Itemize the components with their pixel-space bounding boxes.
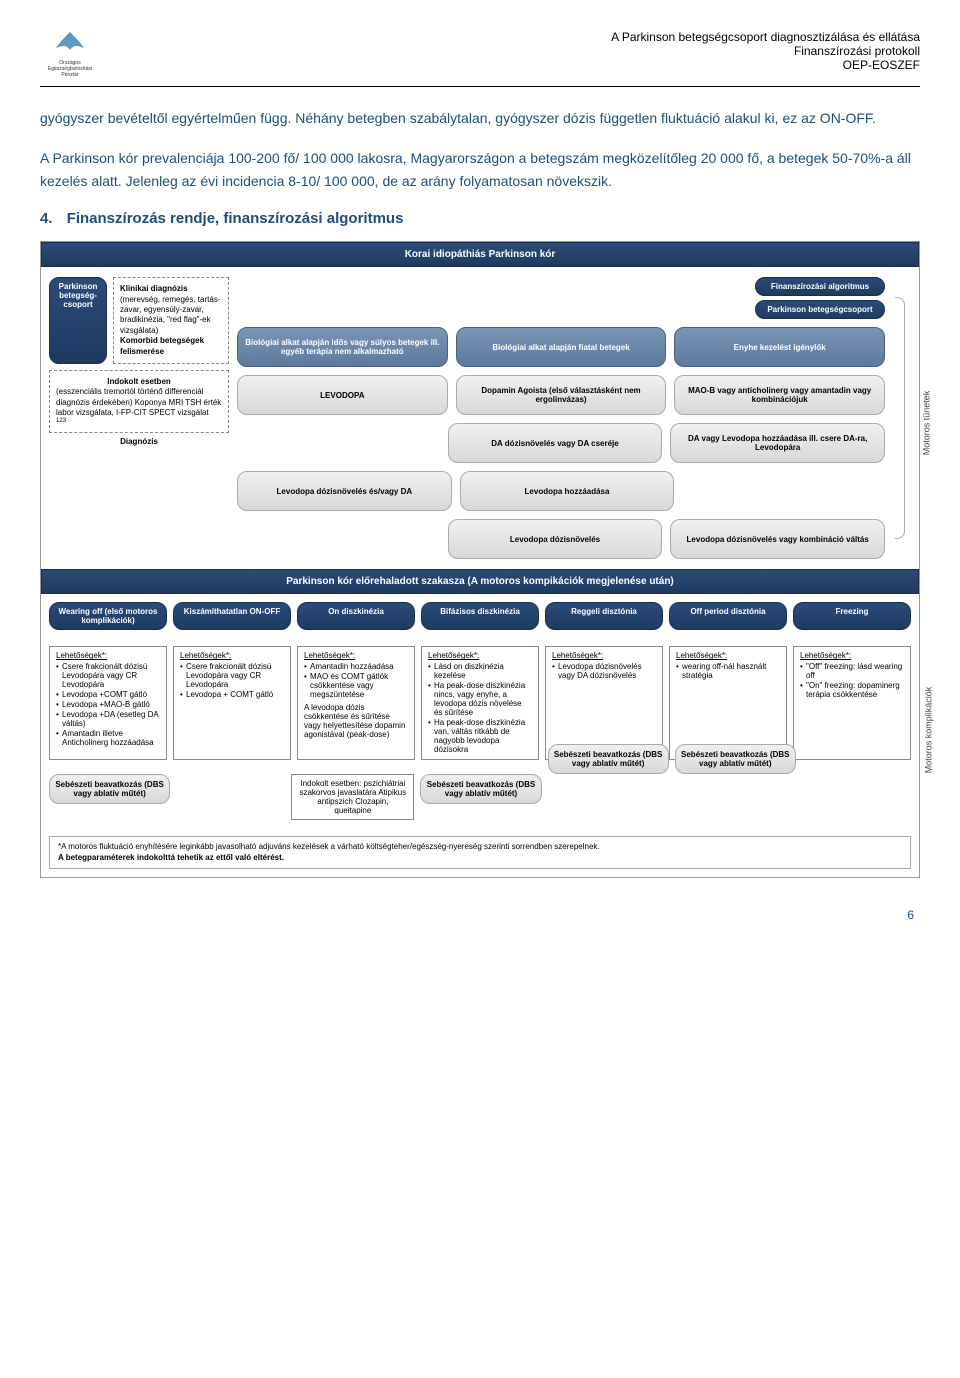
opt3-extra: A levodopa dózis csökkentése és sűrítése… xyxy=(304,703,408,739)
branch-young: Biológiai alkat alapján fiatal betegek xyxy=(456,327,667,367)
list-item: Amantadin hozzáadása xyxy=(304,662,408,671)
list-item: Lásd on diszkinézia kezelése xyxy=(428,662,532,680)
branch-mild: Enyhe kezelést igénylők xyxy=(674,327,885,367)
list-item: Csere frakcionált dózisú Levodopára vagy… xyxy=(180,662,284,689)
maob-combo: MAO-B vagy anticholinerg vagy amantadin … xyxy=(674,375,885,415)
diag2-title: Indokolt esetben xyxy=(56,377,222,387)
sym-off-period: Off period disztónia xyxy=(669,602,787,630)
opt-box-5: Lehetőségek*: Levodopa dózisnövelés vagy… xyxy=(545,646,663,760)
list-item: wearing off-nál használt stratégia xyxy=(676,662,780,680)
section-title-text: Finanszírozás rendje, finanszírozási alg… xyxy=(67,210,404,227)
surgery-2: Sebészeti beavatkozás (DBS vagy ablatív … xyxy=(420,774,541,804)
da-dose-or-swap: DA dózisnövelés vagy DA cseréje xyxy=(448,423,663,463)
sym-reggeli: Reggeli disztónia xyxy=(545,602,663,630)
opt-box-3: Lehetőségek*: Amantadin hozzáadása MAO é… xyxy=(297,646,415,760)
opt-title-3: Lehetőségek*: xyxy=(304,651,408,660)
sym-on-diszkinezia: On diszkinézia xyxy=(297,602,415,630)
levodopa: LEVODOPA xyxy=(237,375,448,415)
sym-on-off: Kiszámíthatatlan ON-OFF xyxy=(173,602,291,630)
dopamin-agonist: Dopamin Agoista (első választásként nem … xyxy=(456,375,667,415)
opt-title-2: Lehetőségek*: xyxy=(180,651,284,660)
banner-top: Korai idiopáthiás Parkinson kór xyxy=(41,242,919,267)
diagnosis-label: Diagnózis xyxy=(49,437,229,446)
da-or-levodopa-add: DA vagy Levodopa hozzáadása ill. csere D… xyxy=(670,423,885,463)
banner-mid: Parkinson kór előrehaladott szakasza (A … xyxy=(41,569,919,594)
indokolt-box: Indokolt esetben: pszichiátriai szakorvo… xyxy=(291,774,414,820)
opt-box-1: Lehetőségek*: Csere frakcionált dózisú L… xyxy=(49,646,167,760)
opt-box-7: Lehetőségek*: "Off" freezing: lásd weari… xyxy=(793,646,911,760)
paragraph-2: A Parkinson kór prevalenciája 100-200 fő… xyxy=(40,147,920,192)
sym-freezing: Freezing xyxy=(793,602,911,630)
levodopa-dose-inc: Levodopa dózisnövelés xyxy=(448,519,663,559)
opt-box-2: Lehetőségek*: Csere frakcionált dózisú L… xyxy=(173,646,291,760)
alg-subtitle: Parkinson betegségcsoport xyxy=(755,300,885,319)
diag1-body: (merevség, remegés, tartás-zavar, egyens… xyxy=(120,295,222,337)
opt-box-6: Lehetőségek*: wearing off-nál használt s… xyxy=(669,646,787,760)
levodopa-dose-da: Levodopa dózisnövelés és/vagy DA xyxy=(237,471,452,511)
opt-title-5: Lehetőségek*: xyxy=(552,651,656,660)
list-item: Levodopa +COMT gátló xyxy=(56,690,160,699)
opt-title-4: Lehetőségek*: xyxy=(428,651,532,660)
list-item: Csere frakcionált dózisú Levodopára vagy… xyxy=(56,662,160,689)
list-item: "Off" freezing: lásd wearing off xyxy=(800,662,904,680)
footnote-1: *A motoros fluktuáció enyhítésére legink… xyxy=(58,842,902,852)
header-divider xyxy=(40,86,920,87)
logo: Országos Egészségbiztosítási Pénztár xyxy=(40,30,100,80)
list-item: Levodopa + COMT gátló xyxy=(180,690,284,699)
flowchart: Korai idiopáthiás Parkinson kór Parkinso… xyxy=(40,241,920,878)
levodopa-add: Levodopa hozzáadása xyxy=(460,471,675,511)
side-label-motoros-tunetek: Motoros tünetek xyxy=(922,391,932,456)
header-text: A Parkinson betegségcsoport diagnosztizá… xyxy=(611,30,920,80)
list-item: Levodopa +MAO-B gátló xyxy=(56,700,160,709)
list-item: Ha peak-dose diszkinézia nincs, vagy eny… xyxy=(428,681,532,717)
opt-title-1: Lehetőségek*: xyxy=(56,651,160,660)
list-item: "On" freezing: dopaminerg terápia csökke… xyxy=(800,681,904,699)
surgery-4: Sebészeti beavatkozás (DBS vagy ablatív … xyxy=(675,744,796,774)
levodopa-dose-or-combo: Levodopa dózisnövelés vagy kombináció vá… xyxy=(670,519,885,559)
opt-title-7: Lehetőségek*: xyxy=(800,651,904,660)
diag2-body: (esszenciális tremortól történő differen… xyxy=(56,387,222,418)
section-4-title: 4. Finanszírozás rendje, finanszírozási … xyxy=(40,210,920,227)
list-item: Levodopa dózisnövelés vagy DA dózisnövel… xyxy=(552,662,656,680)
header-line2: Finanszírozási protokoll xyxy=(611,44,920,58)
sym-wearing-off: Wearing off (első motoros komplikációk) xyxy=(49,602,167,630)
diag2-num: 123 xyxy=(56,418,222,426)
footnote-2: A betegparaméterek indokolttá tehetik az… xyxy=(58,853,902,863)
tag-parkinson-group: Parkinson betegség- csoport xyxy=(49,277,107,364)
opt-box-4: Lehetőségek*: Lásd on diszkinézia kezelé… xyxy=(421,646,539,760)
page-number: 6 xyxy=(40,908,920,922)
footnote-box: *A motoros fluktuáció enyhítésére legink… xyxy=(49,836,911,869)
bracket-motoros-tunetek xyxy=(895,297,905,539)
side-label-motoros-komplikaciok: Motoros komplikációk xyxy=(924,686,934,773)
section-num: 4. xyxy=(40,210,53,227)
paragraph-1: gyógyszer bevételtől egyértelműen függ. … xyxy=(40,107,920,129)
list-item: Amantadin illetve Anticholinerg hozzáadá… xyxy=(56,729,160,747)
surgery-1: Sebészeti beavatkozás (DBS vagy ablatív … xyxy=(49,774,170,804)
list-item: Levodopa +DA (esetleg DA váltás) xyxy=(56,710,160,728)
diag1-title: Klinikai diagnózis xyxy=(120,284,222,294)
diag1-komorbid: Komorbid betegségek felismerése xyxy=(120,336,222,357)
alg-title: Finanszírozási algoritmus xyxy=(755,277,885,296)
list-item: MAO és COMT gátlók csökkentése vagy megs… xyxy=(304,672,408,699)
header-line3: OEP-EOSZEF xyxy=(611,58,920,72)
branch-elderly: Biológiai alkat alapján idős vagy súlyos… xyxy=(237,327,448,367)
surgery-3: Sebészeti beavatkozás (DBS vagy ablatív … xyxy=(548,744,669,774)
logo-caption: Országos Egészségbiztosítási Pénztár xyxy=(40,60,100,78)
header-line1: A Parkinson betegségcsoport diagnosztizá… xyxy=(611,30,920,44)
sym-bifazisos: Bifázisos diszkinézia xyxy=(421,602,539,630)
list-item: Ha peak-dose diszkinézia van, váltás rit… xyxy=(428,718,532,754)
opt-title-6: Lehetőségek*: xyxy=(676,651,780,660)
